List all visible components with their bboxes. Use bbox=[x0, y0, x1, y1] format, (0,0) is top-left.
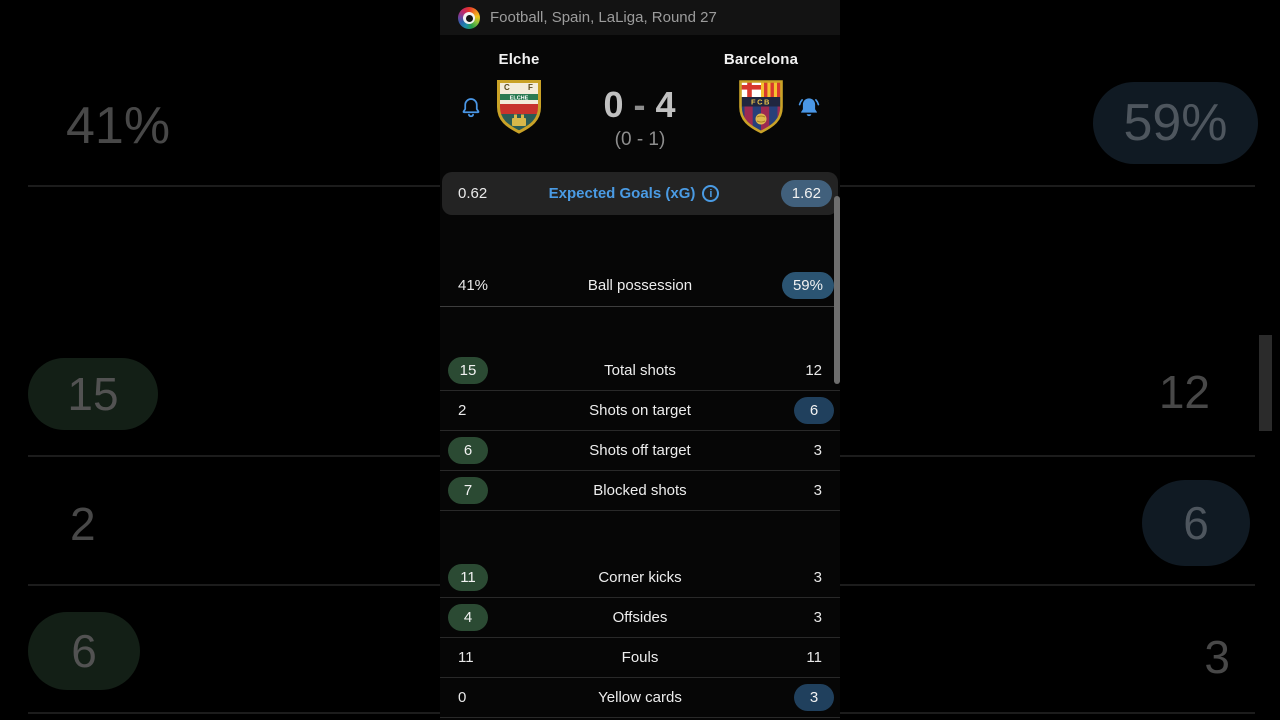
scrollbar-thumb[interactable] bbox=[834, 196, 840, 384]
stat-label-shots-off-target: Shots off target bbox=[589, 442, 691, 459]
xg-label: Expected Goals (xG) bbox=[548, 185, 696, 202]
stat-row-shots-off-target: 6 Shots off target 3 bbox=[440, 431, 840, 471]
home-value-total-shots: 15 bbox=[448, 357, 488, 384]
svg-text:C: C bbox=[504, 83, 510, 92]
stats-group-shots: 15 Total shots 12 2 Shots on target 6 6 Shots o… bbox=[440, 351, 840, 511]
stat-label-corner-kicks: Corner kicks bbox=[598, 569, 682, 586]
home-value-ball-possession: 41% bbox=[458, 277, 489, 294]
away-value-offsides: 3 bbox=[813, 609, 822, 626]
score-separator: - bbox=[633, 84, 647, 125]
notification-bell-filled-icon[interactable] bbox=[796, 95, 822, 126]
stat-label-blocked-shots: Blocked shots bbox=[593, 482, 687, 499]
home-team-name[interactable]: Elche bbox=[498, 51, 540, 68]
home-value-shots-off-target: 6 bbox=[448, 437, 488, 464]
divider bbox=[28, 185, 440, 187]
svg-text:F: F bbox=[528, 83, 533, 92]
away-value-shots-on-target: 6 bbox=[794, 397, 834, 424]
backdrop-shots-off-target-home: 6 bbox=[28, 612, 140, 690]
backdrop-right: 59% 12 6 3 bbox=[840, 0, 1280, 720]
away-value-ball-possession: 59% bbox=[781, 272, 834, 299]
away-value-blocked-shots: 3 bbox=[813, 482, 822, 499]
divider bbox=[28, 712, 440, 714]
category-breadcrumb: Football, Spain, LaLiga, Round 27 bbox=[490, 9, 717, 26]
backdrop-possession-home: 41% bbox=[66, 97, 171, 155]
divider bbox=[28, 455, 440, 457]
away-score: 4 bbox=[655, 84, 677, 125]
divider bbox=[840, 584, 1255, 586]
backdrop-shots-off-target-away: 3 bbox=[1204, 631, 1230, 683]
notification-bell-outline-icon[interactable] bbox=[460, 95, 482, 126]
backdrop-total-shots-away: 12 bbox=[1158, 366, 1210, 418]
backdrop-scrollbar bbox=[1259, 335, 1272, 431]
category-header: Football, Spain, LaLiga, Round 27 bbox=[440, 0, 840, 35]
match-stats-screen: Football, Spain, LaLiga, Round 27 Elche … bbox=[440, 0, 840, 720]
backdrop-shots-on-target-away: 6 bbox=[1142, 480, 1250, 566]
stat-label-ball-possession: Ball possession bbox=[587, 277, 693, 294]
away-value-fouls: 11 bbox=[806, 649, 822, 666]
away-team-name[interactable]: Barcelona bbox=[723, 51, 799, 68]
xg-home-value: 0.62 bbox=[458, 185, 488, 202]
stat-row-fouls: 11 Fouls 11 bbox=[440, 638, 840, 678]
stat-row-yellow-cards: 0 Yellow cards 3 bbox=[440, 678, 840, 718]
stats-group-other: 11 Corner kicks 3 4 Offsides 3 11 Fouls 11 0 Yello… bbox=[440, 558, 840, 718]
xg-away-value: 1.62 bbox=[780, 180, 832, 207]
away-value-shots-off-target: 3 bbox=[813, 442, 822, 459]
stats-group-possession: 41% Ball possession 59% bbox=[440, 265, 840, 307]
divider bbox=[840, 455, 1255, 457]
stat-row-offsides: 4 Offsides 3 bbox=[440, 598, 840, 638]
stat-row-corner-kicks: 11 Corner kicks 3 bbox=[440, 558, 840, 598]
divider bbox=[840, 185, 1255, 187]
away-value-yellow-cards: 3 bbox=[794, 684, 834, 711]
divider bbox=[840, 712, 1255, 714]
home-value-shots-on-target: 2 bbox=[458, 402, 467, 419]
home-value-blocked-shots: 7 bbox=[448, 477, 488, 504]
svg-text:FCB: FCB bbox=[751, 98, 771, 107]
svg-text:ELCHE: ELCHE bbox=[510, 96, 529, 102]
stat-row-shots-on-target: 2 Shots on target 6 bbox=[440, 391, 840, 431]
backdrop-left: 41% 15 2 6 bbox=[0, 0, 440, 720]
backdrop-possession-away: 59% bbox=[1093, 82, 1258, 164]
info-icon[interactable]: i bbox=[702, 185, 720, 202]
score: 0-4 bbox=[580, 84, 700, 126]
stat-label-yellow-cards: Yellow cards bbox=[598, 689, 682, 706]
home-value-corner-kicks: 11 bbox=[448, 564, 488, 591]
halftime-score: (0 - 1) bbox=[614, 129, 666, 150]
home-score: 0 bbox=[603, 84, 625, 125]
laliga-logo-icon bbox=[458, 6, 480, 29]
stat-label-total-shots: Total shots bbox=[604, 362, 676, 379]
stat-row-ball-possession: 41% Ball possession 59% bbox=[440, 265, 840, 307]
divider bbox=[28, 584, 440, 586]
stat-row-expected-goals[interactable]: 0.62 Expected Goals (xG) i 1.62 bbox=[442, 172, 838, 215]
backdrop-total-shots-home: 15 bbox=[28, 358, 158, 430]
home-value-offsides: 4 bbox=[448, 604, 488, 631]
away-value-corner-kicks: 3 bbox=[813, 569, 822, 586]
stat-label-fouls: Fouls bbox=[621, 649, 659, 666]
elche-crest-icon[interactable]: C F ELCHE bbox=[494, 77, 544, 135]
backdrop-shots-on-target-home: 2 bbox=[70, 498, 96, 550]
stat-row-blocked-shots: 7 Blocked shots 3 bbox=[440, 471, 840, 511]
away-value-total-shots: 12 bbox=[805, 362, 822, 379]
stat-row-total-shots: 15 Total shots 12 bbox=[440, 351, 840, 391]
home-value-fouls: 11 bbox=[458, 649, 474, 666]
barcelona-crest-icon[interactable]: FCB bbox=[736, 77, 786, 135]
stat-label-shots-on-target: Shots on target bbox=[589, 402, 691, 419]
stat-label-offsides: Offsides bbox=[612, 609, 668, 626]
home-value-yellow-cards: 0 bbox=[458, 689, 467, 706]
